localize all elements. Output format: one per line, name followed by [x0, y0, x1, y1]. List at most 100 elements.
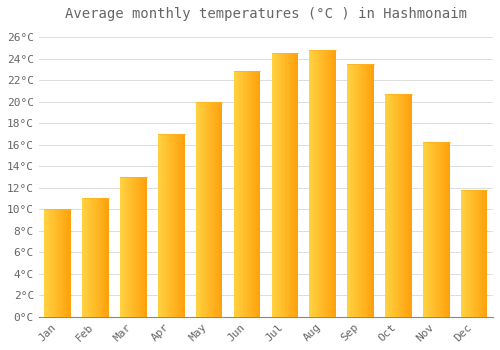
Bar — [183, 134, 184, 317]
Bar — [431, 142, 432, 317]
Bar — [350, 64, 352, 317]
Bar — [213, 102, 214, 317]
Bar — [240, 71, 242, 317]
Bar — [196, 102, 198, 317]
Bar — [256, 71, 258, 317]
Bar — [424, 142, 426, 317]
Bar — [484, 190, 485, 317]
Bar — [363, 64, 364, 317]
Bar — [281, 53, 282, 317]
Bar — [482, 190, 484, 317]
Bar — [348, 64, 350, 317]
Bar — [434, 142, 435, 317]
Bar — [462, 190, 464, 317]
Bar — [126, 177, 127, 317]
Bar — [360, 64, 362, 317]
Bar — [294, 53, 296, 317]
Bar — [371, 64, 372, 317]
Bar — [131, 177, 132, 317]
Bar — [66, 209, 67, 317]
Bar — [311, 50, 312, 317]
Bar — [239, 71, 240, 317]
Bar — [393, 94, 394, 317]
Bar — [280, 53, 281, 317]
Bar — [356, 64, 358, 317]
Bar — [60, 209, 62, 317]
Bar — [246, 71, 247, 317]
Bar — [400, 94, 401, 317]
Bar — [250, 71, 251, 317]
Bar — [439, 142, 440, 317]
Bar — [48, 209, 50, 317]
Bar — [124, 177, 126, 317]
Bar — [435, 142, 436, 317]
Bar — [178, 134, 180, 317]
Bar — [388, 94, 389, 317]
Bar — [278, 53, 280, 317]
Bar — [481, 190, 482, 317]
Bar — [234, 71, 235, 317]
Bar — [138, 177, 139, 317]
Bar — [358, 64, 360, 317]
Bar — [289, 53, 290, 317]
Bar — [208, 102, 209, 317]
Bar — [64, 209, 66, 317]
Bar — [446, 142, 447, 317]
Bar — [100, 198, 101, 317]
Bar — [322, 50, 324, 317]
Bar — [236, 71, 238, 317]
Bar — [220, 102, 221, 317]
Bar — [477, 190, 478, 317]
Bar — [465, 190, 466, 317]
Bar — [70, 209, 71, 317]
Bar — [464, 190, 465, 317]
Bar — [68, 209, 70, 317]
Bar — [135, 177, 136, 317]
Bar — [474, 190, 476, 317]
Bar — [200, 102, 201, 317]
Bar — [67, 209, 68, 317]
Bar — [478, 190, 480, 317]
Bar — [90, 198, 92, 317]
Bar — [470, 190, 472, 317]
Bar — [396, 94, 397, 317]
Bar — [235, 71, 236, 317]
Bar — [370, 64, 371, 317]
Bar — [448, 142, 450, 317]
Bar — [164, 134, 166, 317]
Bar — [402, 94, 404, 317]
Bar — [97, 198, 98, 317]
Bar — [276, 53, 277, 317]
Bar — [385, 94, 386, 317]
Bar — [182, 134, 184, 317]
Bar — [221, 102, 222, 317]
Bar — [486, 190, 488, 317]
Bar — [168, 134, 170, 317]
Bar — [397, 94, 398, 317]
Bar — [217, 102, 218, 317]
Bar — [404, 94, 405, 317]
Bar — [372, 64, 374, 317]
Bar — [176, 134, 178, 317]
Bar — [86, 198, 88, 317]
Bar — [432, 142, 434, 317]
Bar — [93, 198, 94, 317]
Bar — [138, 177, 140, 317]
Bar — [438, 142, 439, 317]
Bar — [390, 94, 392, 317]
Bar — [248, 71, 250, 317]
Bar — [59, 209, 60, 317]
Bar — [166, 134, 168, 317]
Bar — [297, 53, 298, 317]
Bar — [214, 102, 216, 317]
Bar — [46, 209, 47, 317]
Bar — [332, 50, 334, 317]
Bar — [209, 102, 210, 317]
Bar — [318, 50, 320, 317]
Bar — [89, 198, 90, 317]
Bar — [436, 142, 438, 317]
Bar — [244, 71, 246, 317]
Bar — [54, 209, 55, 317]
Bar — [290, 53, 292, 317]
Bar — [122, 177, 123, 317]
